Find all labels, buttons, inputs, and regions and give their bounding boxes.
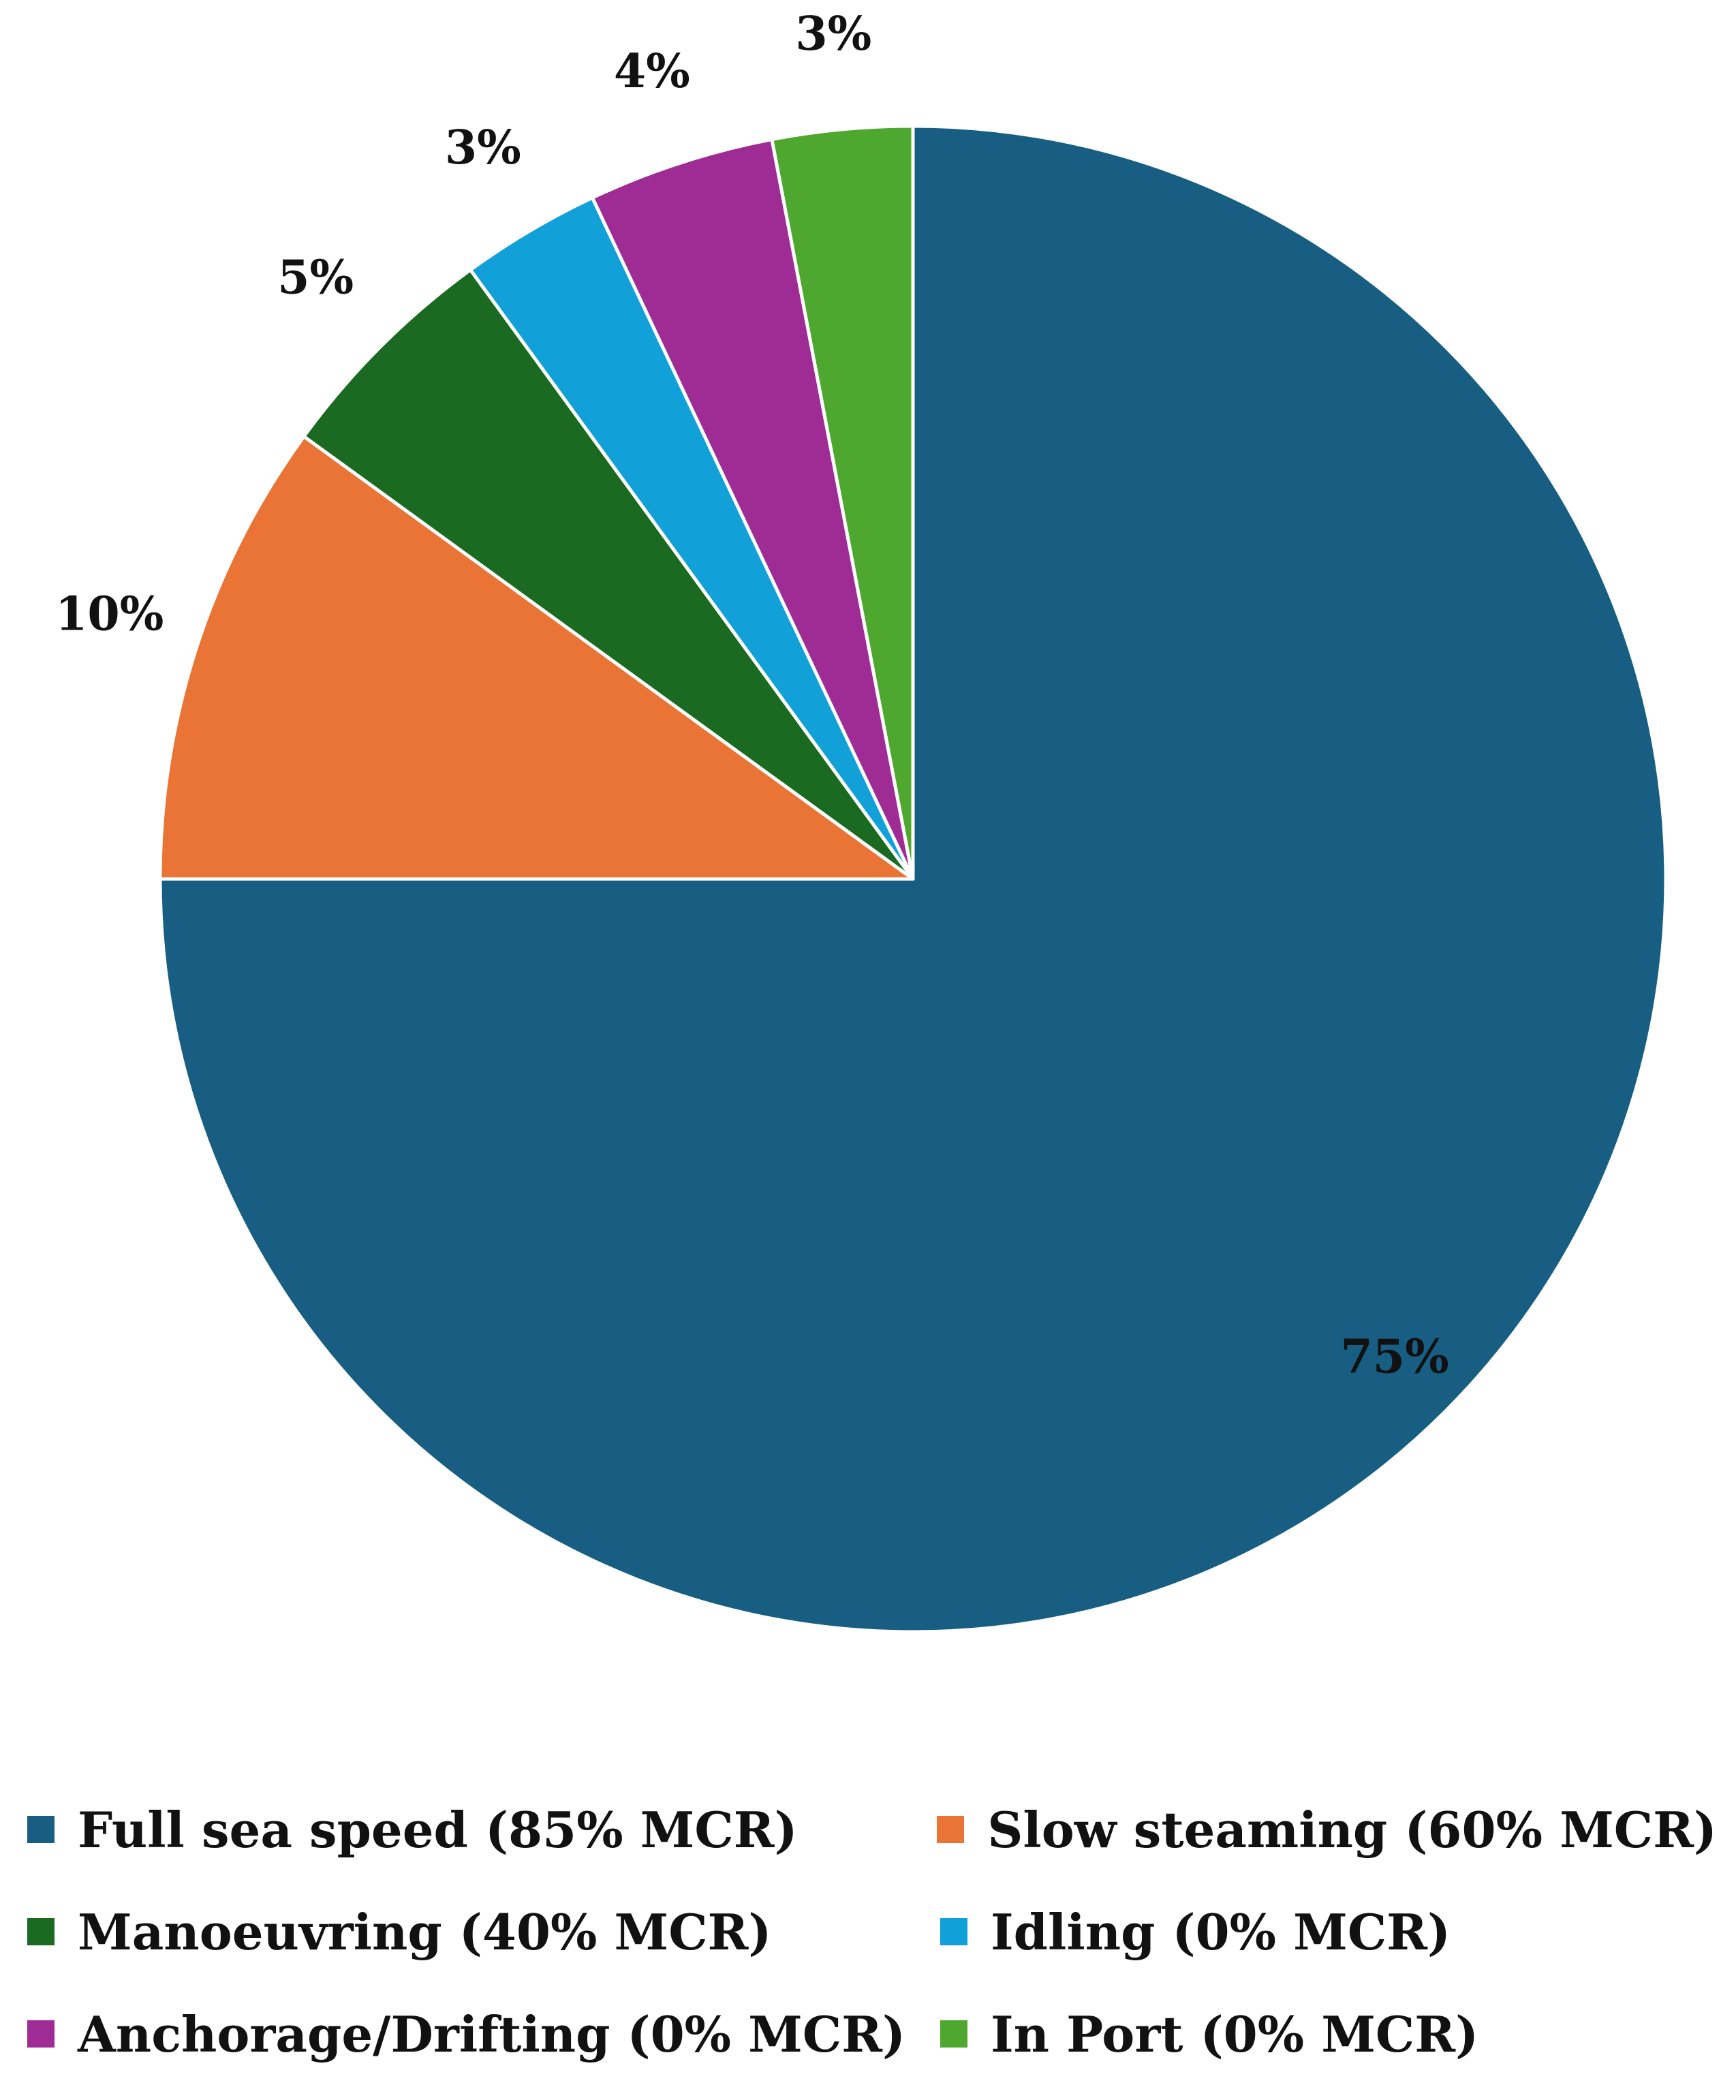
pie-data-labels: 75% 10% 5% 3% 4% 3% bbox=[55, 7, 1449, 1385]
legend-swatch-idling bbox=[940, 1918, 967, 1945]
pie-slices bbox=[158, 124, 1668, 1634]
legend-item-slow-steaming: Slow steaming (60% MCR) bbox=[937, 1801, 1717, 1859]
legend-label-anchorage-drifting: Anchorage/Drifting (0% MCR) bbox=[78, 2005, 906, 2063]
legend-item-idling: Idling (0% MCR) bbox=[940, 1903, 1451, 1961]
data-label-2: 5% bbox=[277, 251, 354, 305]
data-label-3: 3% bbox=[445, 121, 521, 175]
legend-item-full-sea-speed: Full sea speed (85% MCR) bbox=[27, 1801, 937, 1859]
legend-row: Manoeuvring (40% MCR) Idling (0% MCR) bbox=[27, 1881, 1717, 1983]
pie-slice-2 bbox=[302, 268, 915, 881]
legend-swatch-anchorage-drifting bbox=[27, 2020, 55, 2048]
chart-legend: Full sea speed (85% MCR) Slow steaming (… bbox=[27, 1778, 1717, 2085]
legend-label-slow-steaming: Slow steaming (60% MCR) bbox=[987, 1800, 1717, 1859]
pie-slice-5 bbox=[770, 124, 915, 881]
legend-label-idling: Idling (0% MCR) bbox=[991, 1902, 1451, 1961]
data-label-4: 4% bbox=[614, 44, 690, 99]
legend-swatch-in-port bbox=[940, 2020, 967, 2048]
pie-slice-0 bbox=[158, 124, 1668, 1634]
data-label-0: 75% bbox=[1340, 1330, 1448, 1385]
pie-slice-1 bbox=[158, 434, 915, 881]
legend-label-in-port: In Port (0% MCR) bbox=[991, 2005, 1479, 2063]
pie-slice-4 bbox=[591, 138, 915, 881]
legend-row: Anchorage/Drifting (0% MCR) In Port (0% … bbox=[27, 1983, 1717, 2085]
legend-swatch-full-sea-speed bbox=[27, 1816, 55, 1843]
legend-swatch-manoeuvring bbox=[27, 1918, 55, 1945]
legend-label-full-sea-speed: Full sea speed (85% MCR) bbox=[78, 1800, 798, 1859]
data-label-1: 10% bbox=[55, 587, 164, 641]
data-label-5: 3% bbox=[795, 7, 871, 61]
pie-chart: 75% 10% 5% 3% 4% 3% bbox=[55, 7, 1668, 1634]
legend-item-manoeuvring: Manoeuvring (40% MCR) bbox=[27, 1903, 940, 1961]
legend-item-in-port: In Port (0% MCR) bbox=[940, 2005, 1478, 2063]
legend-item-anchorage-drifting: Anchorage/Drifting (0% MCR) bbox=[27, 2005, 940, 2063]
legend-label-manoeuvring: Manoeuvring (40% MCR) bbox=[78, 1902, 772, 1961]
legend-row: Full sea speed (85% MCR) Slow steaming (… bbox=[27, 1778, 1717, 1881]
legend-swatch-slow-steaming bbox=[937, 1816, 965, 1843]
